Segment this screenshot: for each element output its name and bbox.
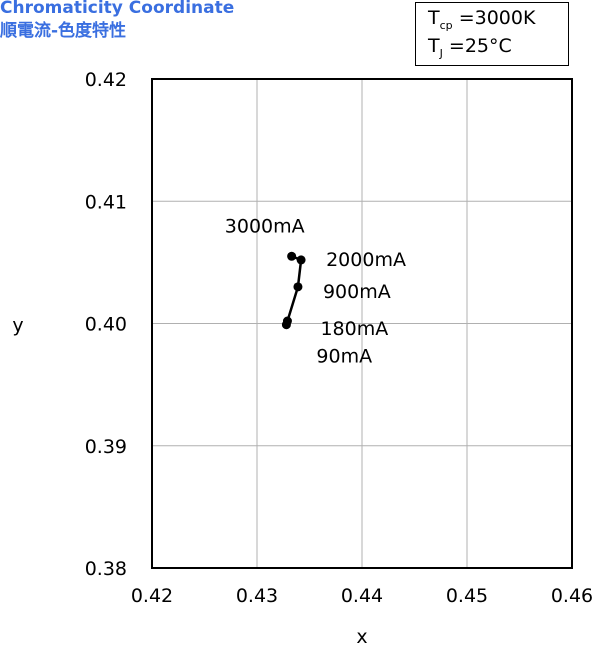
y-tick-label: 0.38 bbox=[85, 558, 127, 580]
y-tick-label: 0.42 bbox=[85, 69, 127, 91]
data-point bbox=[293, 282, 303, 292]
x-tick-label: 0.42 bbox=[131, 585, 173, 607]
data-series: 90mA 180mA 900mA 2000mA 3000mA bbox=[225, 215, 406, 367]
condition-color-temperature: Tcp =3000K bbox=[428, 7, 535, 32]
axis-ticks: 0.42 0.43 0.44 0.45 0.46 0.38 0.39 0.40 0.41 0.42 bbox=[85, 69, 593, 607]
data-point-label: 900mA bbox=[323, 281, 391, 303]
y-tick-label: 0.39 bbox=[85, 436, 127, 458]
condition-value: =3000K bbox=[458, 7, 536, 29]
chart-subtitle: 順電流-色度特性 bbox=[0, 21, 127, 41]
data-point bbox=[296, 255, 306, 265]
grid-lines bbox=[152, 79, 572, 568]
condition-symbol: T bbox=[428, 35, 440, 57]
condition-subscript: cp bbox=[439, 18, 453, 32]
condition-subscript: J bbox=[439, 46, 443, 60]
data-point-label: 3000mA bbox=[225, 215, 305, 237]
x-tick-label: 0.44 bbox=[341, 585, 383, 607]
x-tick-label: 0.45 bbox=[446, 585, 488, 607]
data-point bbox=[282, 316, 292, 326]
y-tick-label: 0.40 bbox=[85, 314, 127, 336]
data-point-label: 2000mA bbox=[326, 249, 406, 271]
x-axis-title: x bbox=[356, 626, 367, 648]
plot-area-frame bbox=[151, 78, 573, 569]
conditions-box: Tcp =3000K TJ =25°C bbox=[415, 2, 569, 66]
data-point-label: 180mA bbox=[320, 318, 388, 340]
chart-title: Chromaticity Coordinate bbox=[0, 0, 235, 18]
y-axis-title: y bbox=[12, 315, 23, 337]
condition-junction-temperature: TJ =25°C bbox=[428, 35, 512, 60]
condition-value: =25°C bbox=[448, 35, 512, 57]
data-point bbox=[287, 251, 297, 261]
x-tick-label: 0.46 bbox=[551, 585, 593, 607]
condition-symbol: T bbox=[428, 7, 440, 29]
data-point-label: 90mA bbox=[316, 346, 372, 368]
x-tick-label: 0.43 bbox=[236, 585, 278, 607]
y-tick-label: 0.41 bbox=[85, 191, 127, 213]
